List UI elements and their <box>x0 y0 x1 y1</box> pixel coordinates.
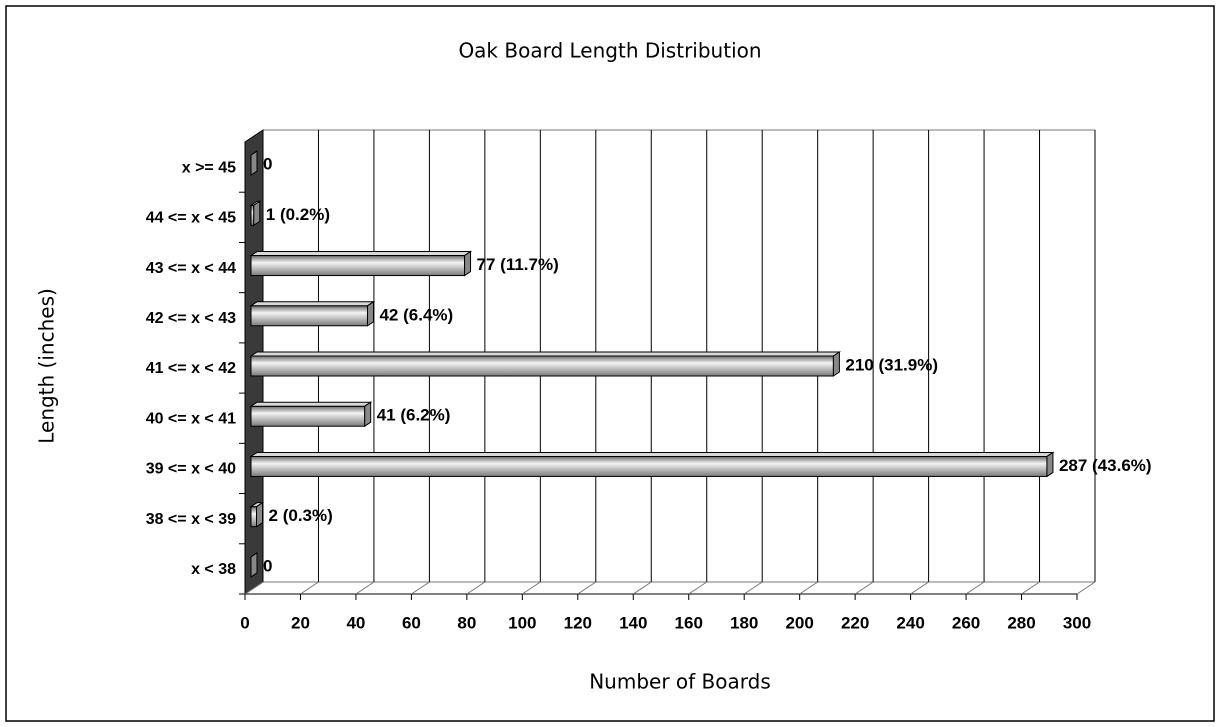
y-tick-label: 44 <= x < 45 <box>146 210 236 227</box>
x-axis-title: Number of Boards <box>589 670 771 694</box>
data-label: 41 (6.2%) <box>377 406 451 425</box>
floor-grid-line <box>743 581 763 595</box>
y-tick-label: 42 <= x < 43 <box>146 310 236 327</box>
floor-grid-line <box>965 581 985 595</box>
x-tick-label: 220 <box>841 613 869 632</box>
data-label: 0 <box>263 155 272 174</box>
y-tick-label: 38 <= x < 39 <box>146 511 236 528</box>
y-tick-label: 39 <= x < 40 <box>146 461 236 478</box>
y-tick-label: 41 <= x < 42 <box>146 360 236 377</box>
bar-end <box>250 150 258 177</box>
bar-end <box>253 200 261 227</box>
bar-top <box>249 301 376 307</box>
data-label: 1 (0.2%) <box>266 205 330 224</box>
bar-end <box>832 351 840 377</box>
x-tick-label: 160 <box>675 613 703 632</box>
x-tick-label: 280 <box>1007 613 1035 632</box>
floor-grid-line <box>632 581 652 595</box>
data-label: 0 <box>263 556 272 575</box>
x-tick-label: 300 <box>1063 613 1091 632</box>
x-tick-label: 120 <box>564 613 592 632</box>
floor-grid-line <box>910 581 929 595</box>
floor-grid-line <box>799 581 818 595</box>
x-tick-label: 140 <box>619 613 647 632</box>
bar-end <box>464 250 472 277</box>
bar <box>250 305 368 327</box>
floor-grid-line <box>577 581 597 595</box>
data-label: 42 (6.4%) <box>379 305 453 324</box>
bar-top <box>249 451 1055 457</box>
x-tick-label: 20 <box>291 613 310 632</box>
bar-end <box>364 401 372 428</box>
floor-grid-line <box>244 581 264 595</box>
x-tick-label: 60 <box>402 613 421 632</box>
data-label: 77 (11.7%) <box>477 255 559 274</box>
y-tick-label: 43 <= x < 44 <box>146 260 236 277</box>
data-label: 210 (31.9%) <box>845 355 938 374</box>
bar-top <box>249 251 473 257</box>
x-tick-label: 240 <box>896 613 924 632</box>
bar <box>250 455 1048 477</box>
x-tick-label: 0 <box>240 613 249 632</box>
x-tick-label: 100 <box>508 613 536 632</box>
floor-grid-line <box>355 581 375 595</box>
bar <box>250 405 366 427</box>
floor-grid-line <box>411 581 430 595</box>
x-tick-label: 260 <box>952 613 980 632</box>
floor-grid-line <box>466 581 486 595</box>
data-label: 287 (43.6%) <box>1059 456 1152 475</box>
bar-top <box>249 351 842 357</box>
y-tick-label: 40 <= x < 41 <box>146 410 236 427</box>
x-tick-label: 40 <box>346 613 365 632</box>
bar-top <box>249 401 373 407</box>
bar <box>250 255 466 277</box>
bar-end <box>366 300 374 327</box>
bar <box>250 506 258 528</box>
floor-grid-line <box>854 581 874 595</box>
floor-grid-line <box>1021 581 1040 595</box>
floor-grid-line <box>300 581 319 595</box>
x-tick-label: 80 <box>457 613 476 632</box>
bar-end <box>1046 451 1054 478</box>
y-tick-label: x >= 45 <box>182 159 236 176</box>
y-axis-title: Length (inches) <box>35 288 59 444</box>
bar <box>250 355 834 377</box>
floor-grid-line <box>1076 581 1096 595</box>
floor-grid-line <box>688 581 708 595</box>
chart-title: Oak Board Length Distribution <box>458 39 761 63</box>
bar-end <box>250 551 258 578</box>
x-tick-label: 200 <box>785 613 813 632</box>
y-tick-label: x < 38 <box>191 561 236 578</box>
data-label: 2 (0.3%) <box>269 506 333 525</box>
floor-grid-line <box>522 581 541 595</box>
x-tick-label: 180 <box>730 613 758 632</box>
bar-end <box>256 501 264 528</box>
